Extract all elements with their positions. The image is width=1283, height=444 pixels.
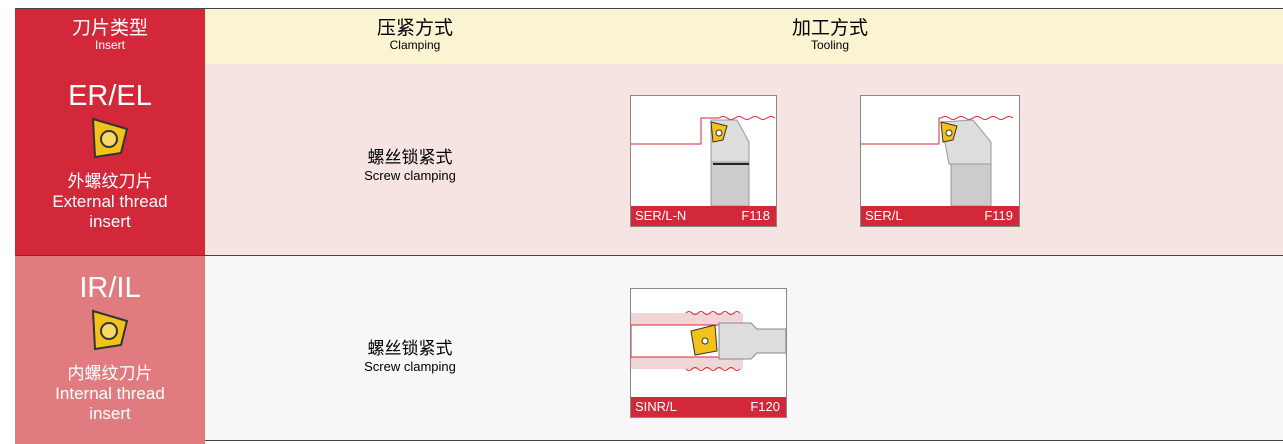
- insert-type-en: External thread insert: [52, 192, 168, 231]
- header-text: Insert: [94, 38, 125, 52]
- header-text: 压紧方式: [376, 18, 453, 39]
- header-text: 刀片类型: [71, 18, 148, 39]
- tool-caption: SER/L-N F118: [631, 206, 776, 226]
- tool-illustration: [861, 116, 1014, 207]
- insert-icon: [91, 117, 129, 159]
- tool-card: SINR/L F120: [630, 288, 787, 418]
- clamping-en: Screw clamping: [364, 359, 456, 374]
- header-insert: 刀片类型 Insert: [15, 9, 205, 64]
- clamping-en: Screw clamping: [364, 168, 456, 183]
- insert-code: IR/IL: [79, 272, 141, 304]
- tool-model: SER/L-N: [635, 208, 687, 223]
- tool-page: F119: [984, 208, 1013, 223]
- tool-model: SER/L: [865, 208, 903, 223]
- tool-illustration: [631, 116, 776, 207]
- tool-page: F118: [741, 208, 770, 223]
- header-text: 加工方式: [791, 18, 868, 39]
- insert-type-zh: 内螺纹刀片: [67, 364, 153, 383]
- tool-caption: SER/L F119: [861, 206, 1019, 226]
- row-insert-cell: ER/EL 外螺纹刀片 External thread insert: [15, 64, 205, 255]
- row-insert-cell: IR/IL 内螺纹刀片 Internal thread insert: [15, 256, 205, 444]
- insert-icon: [91, 309, 129, 351]
- insert-type-en: Internal thread insert: [55, 384, 165, 423]
- clamping-cell: 螺丝锁紧式 Screw clamping: [310, 334, 510, 374]
- tool-model: SINR/L: [635, 399, 677, 414]
- tool-caption: SINR/L F120: [631, 397, 786, 417]
- clamping-cell: 螺丝锁紧式 Screw clamping: [310, 143, 510, 183]
- header-row: [15, 8, 1283, 65]
- insert-code: ER/EL: [68, 80, 152, 112]
- tool-illustration: [631, 289, 786, 397]
- tool-card: SER/L F119: [860, 95, 1020, 227]
- header-clamping: 压紧方式 Clamping: [315, 19, 515, 52]
- header-text: Tooling: [810, 38, 850, 52]
- clamping-zh: 螺丝锁紧式: [367, 339, 453, 358]
- tool-page: F120: [750, 399, 780, 414]
- header-tooling: 加工方式 Tooling: [730, 19, 930, 52]
- insert-type-zh: 外螺纹刀片: [67, 172, 153, 191]
- header-text: Clamping: [389, 38, 441, 52]
- clamping-zh: 螺丝锁紧式: [367, 148, 453, 167]
- tool-card: SER/L-N F118: [630, 95, 777, 227]
